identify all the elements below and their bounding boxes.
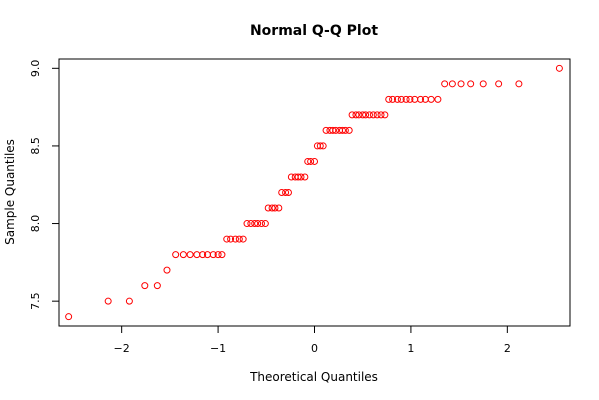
data-point xyxy=(467,80,475,88)
data-point xyxy=(434,95,442,103)
data-point xyxy=(218,251,226,259)
data-point xyxy=(172,251,180,259)
data-point xyxy=(369,111,377,119)
data-point xyxy=(319,142,327,150)
data-point xyxy=(268,204,276,212)
data-point xyxy=(186,251,194,259)
data-point xyxy=(448,80,456,88)
x-tick-label: −2 xyxy=(114,342,130,355)
y-tick-label: 8.5 xyxy=(29,137,42,155)
y-tick-label: 8.0 xyxy=(29,215,42,233)
data-point xyxy=(457,80,465,88)
data-point xyxy=(243,220,251,228)
data-point xyxy=(125,297,133,305)
x-tick-label: 1 xyxy=(407,342,414,355)
data-point xyxy=(515,80,523,88)
data-point xyxy=(247,220,255,228)
data-point xyxy=(365,111,373,119)
data-point xyxy=(441,80,449,88)
x-tick-label: −1 xyxy=(210,342,226,355)
data-point xyxy=(332,126,340,134)
data-point xyxy=(223,235,231,243)
data-point xyxy=(104,297,112,305)
data-point xyxy=(257,220,265,228)
data-point xyxy=(294,173,302,181)
data-point xyxy=(427,95,435,103)
data-point xyxy=(179,251,187,259)
data-point xyxy=(381,111,389,119)
data-point xyxy=(163,266,171,274)
y-axis: 7.5 8.0 8.5 9.0 xyxy=(29,60,60,310)
y-tick-label: 9.0 xyxy=(29,60,42,78)
data-point xyxy=(355,111,363,119)
data-point xyxy=(338,126,346,134)
data-point xyxy=(377,111,385,119)
data-point xyxy=(393,95,401,103)
data-point xyxy=(209,251,217,259)
data-point xyxy=(271,204,279,212)
data-point xyxy=(373,111,381,119)
data-point xyxy=(304,157,312,165)
data-point xyxy=(264,204,272,212)
data-point xyxy=(402,95,410,103)
data-point xyxy=(214,251,222,259)
data-point xyxy=(235,235,243,243)
x-axis-label: Theoretical Quantiles xyxy=(249,370,378,384)
data-point xyxy=(254,220,262,228)
data-point xyxy=(278,189,286,196)
data-point xyxy=(141,282,149,290)
data-point xyxy=(316,142,324,150)
data-point xyxy=(362,111,370,119)
data-point xyxy=(282,189,290,196)
data-point xyxy=(261,220,269,228)
data-point xyxy=(275,204,283,212)
x-tick-label: 0 xyxy=(311,342,318,355)
data-point xyxy=(397,95,405,103)
data-point xyxy=(359,111,367,119)
x-tick-label: 2 xyxy=(504,342,511,355)
x-axis: −2 −1 0 1 2 xyxy=(114,325,511,355)
data-point xyxy=(287,173,295,181)
data-point xyxy=(311,157,318,165)
data-point xyxy=(345,126,353,134)
data-point xyxy=(495,80,503,88)
data-point xyxy=(199,251,207,259)
data-point xyxy=(352,111,360,119)
data-point xyxy=(307,157,315,165)
data-point xyxy=(341,126,349,134)
data-point xyxy=(227,235,235,243)
y-tick-label: 7.5 xyxy=(29,292,42,310)
data-point xyxy=(406,95,414,103)
data-points xyxy=(65,64,563,321)
chart-title: Normal Q-Q Plot xyxy=(250,23,378,39)
data-point xyxy=(301,173,309,181)
data-point xyxy=(239,235,247,243)
data-point xyxy=(297,173,305,181)
data-point xyxy=(389,95,397,103)
y-axis-label: Sample Quantiles xyxy=(3,139,17,245)
data-point xyxy=(231,235,239,243)
data-point xyxy=(348,111,356,119)
data-point xyxy=(329,126,337,134)
data-point xyxy=(385,95,393,103)
data-point xyxy=(417,95,425,103)
data-point xyxy=(322,126,330,134)
data-point xyxy=(479,80,487,88)
data-point xyxy=(555,64,563,72)
data-point xyxy=(153,282,161,290)
data-point xyxy=(65,313,73,321)
data-point xyxy=(284,189,292,196)
data-point xyxy=(251,220,259,228)
